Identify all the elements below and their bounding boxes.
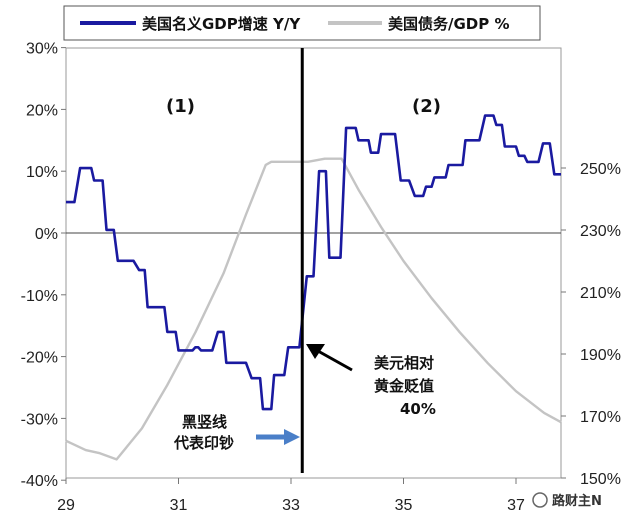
axes: 30% 20% 10% 0% -10% -20% -30% -40% 250% 230% 210% 1… bbox=[21, 41, 621, 514]
series-debt-gdp-line bbox=[65, 157, 562, 461]
y-right-tick-label: 210% bbox=[580, 285, 621, 302]
legend-box bbox=[63, 5, 541, 41]
y-left-tick-label: -10% bbox=[21, 288, 58, 305]
series-gdp-growth-line bbox=[66, 114, 561, 411]
x-tick-label: 31 bbox=[170, 497, 188, 514]
y-left-tick-label: -20% bbox=[21, 350, 58, 367]
x-tick-label: 29 bbox=[57, 497, 75, 514]
devaluation-text-2: 黄金贬值 bbox=[374, 377, 434, 395]
period-label-1: (1) bbox=[166, 96, 195, 117]
y-right-tick-label: 150% bbox=[580, 471, 621, 488]
x-tick-label: 33 bbox=[282, 497, 300, 514]
legend-label-debt: 美国债务/GDP % bbox=[388, 15, 510, 33]
period-label-2: (2) bbox=[412, 96, 441, 117]
y-left-tick-label: 20% bbox=[26, 102, 58, 119]
devaluation-arrow-head bbox=[306, 344, 325, 359]
watermark-icon bbox=[532, 492, 548, 508]
black-line-arrow-head bbox=[284, 429, 300, 445]
devaluation-text-3: 40% bbox=[400, 400, 436, 418]
plot-area bbox=[65, 47, 562, 479]
y-right-tick-label: 190% bbox=[580, 347, 621, 364]
y-left-tick-label: 0% bbox=[35, 226, 58, 243]
black-line-text-1: 黑竖线 bbox=[182, 413, 227, 431]
watermark-text: 路财主N bbox=[552, 493, 602, 509]
y-left-tick-label: -30% bbox=[21, 411, 58, 428]
y-left-tick-label: 10% bbox=[26, 164, 58, 181]
x-tick-label: 35 bbox=[395, 497, 413, 514]
y-right-tick-label: 250% bbox=[580, 161, 621, 178]
devaluation-text-1: 美元相对 bbox=[374, 354, 434, 372]
x-tick-label: 37 bbox=[507, 497, 525, 514]
legend-label-gdp: 美国名义GDP增速 Y/Y bbox=[142, 15, 301, 33]
y-left-tick-label: -40% bbox=[21, 473, 58, 490]
black-line-text-2: 代表印钞 bbox=[173, 434, 234, 452]
series-layer bbox=[65, 114, 562, 461]
y-right-tick-label: 230% bbox=[580, 223, 621, 240]
devaluation-arrow-shaft bbox=[317, 349, 353, 372]
y-left-tick-label: 30% bbox=[26, 41, 58, 58]
y-right-tick-label: 170% bbox=[580, 409, 621, 426]
